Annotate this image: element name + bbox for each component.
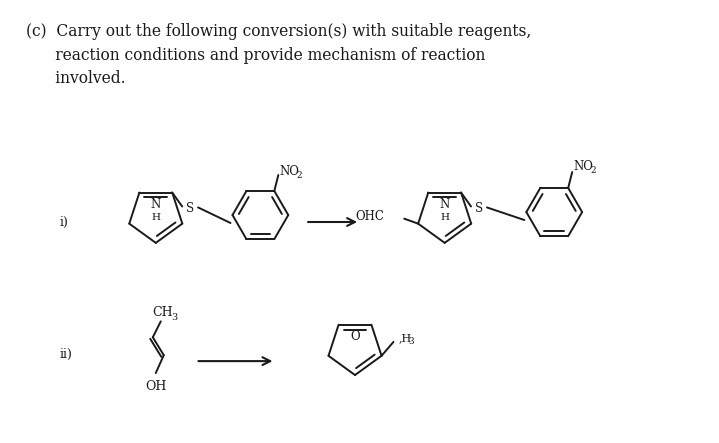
Text: reaction conditions and provide mechanism of reaction: reaction conditions and provide mechanis… — [27, 47, 485, 64]
Text: OHC: OHC — [355, 210, 384, 223]
Text: 3: 3 — [171, 313, 177, 322]
Text: ii): ii) — [59, 348, 72, 361]
Text: 2: 2 — [590, 166, 596, 175]
Text: ,H: ,H — [398, 333, 412, 343]
Text: 2: 2 — [296, 171, 302, 179]
Text: (c)  Carry out the following conversion(s) with suitable reagents,: (c) Carry out the following conversion(s… — [27, 23, 531, 40]
Text: involved.: involved. — [27, 70, 126, 87]
Text: S: S — [475, 202, 483, 215]
Text: H: H — [440, 213, 449, 222]
Text: OH: OH — [145, 381, 167, 393]
Text: H: H — [151, 213, 160, 222]
Text: i): i) — [59, 215, 68, 229]
Text: NO: NO — [573, 159, 593, 173]
Text: S: S — [186, 202, 194, 215]
Text: NO: NO — [279, 164, 299, 178]
Text: N: N — [151, 198, 161, 211]
Text: N: N — [439, 198, 450, 211]
Text: 3: 3 — [408, 338, 413, 346]
Text: O: O — [350, 330, 360, 343]
Text: CH: CH — [152, 306, 173, 319]
